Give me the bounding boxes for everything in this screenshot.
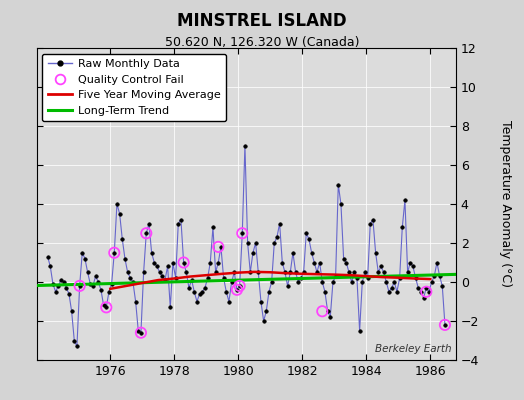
Text: Berkeley Earth: Berkeley Earth [375,344,452,354]
Text: 50.620 N, 126.320 W (Canada): 50.620 N, 126.320 W (Canada) [165,36,359,49]
Point [75,283,84,289]
Legend: Raw Monthly Data, Quality Control Fail, Five Year Moving Average, Long-Term Tren: Raw Monthly Data, Quality Control Fail, … [42,54,226,121]
Point [110,250,118,256]
Point [214,244,223,250]
Point [235,283,244,289]
Point [238,230,246,236]
Point [137,330,145,336]
Point [142,230,150,236]
Point [179,259,188,266]
Y-axis label: Temperature Anomaly (°C): Temperature Anomaly (°C) [498,120,511,288]
Point [102,304,111,310]
Point [422,288,431,295]
Point [233,286,241,293]
Text: MINSTREL ISLAND: MINSTREL ISLAND [177,12,347,30]
Point [441,322,449,328]
Point [318,308,326,314]
